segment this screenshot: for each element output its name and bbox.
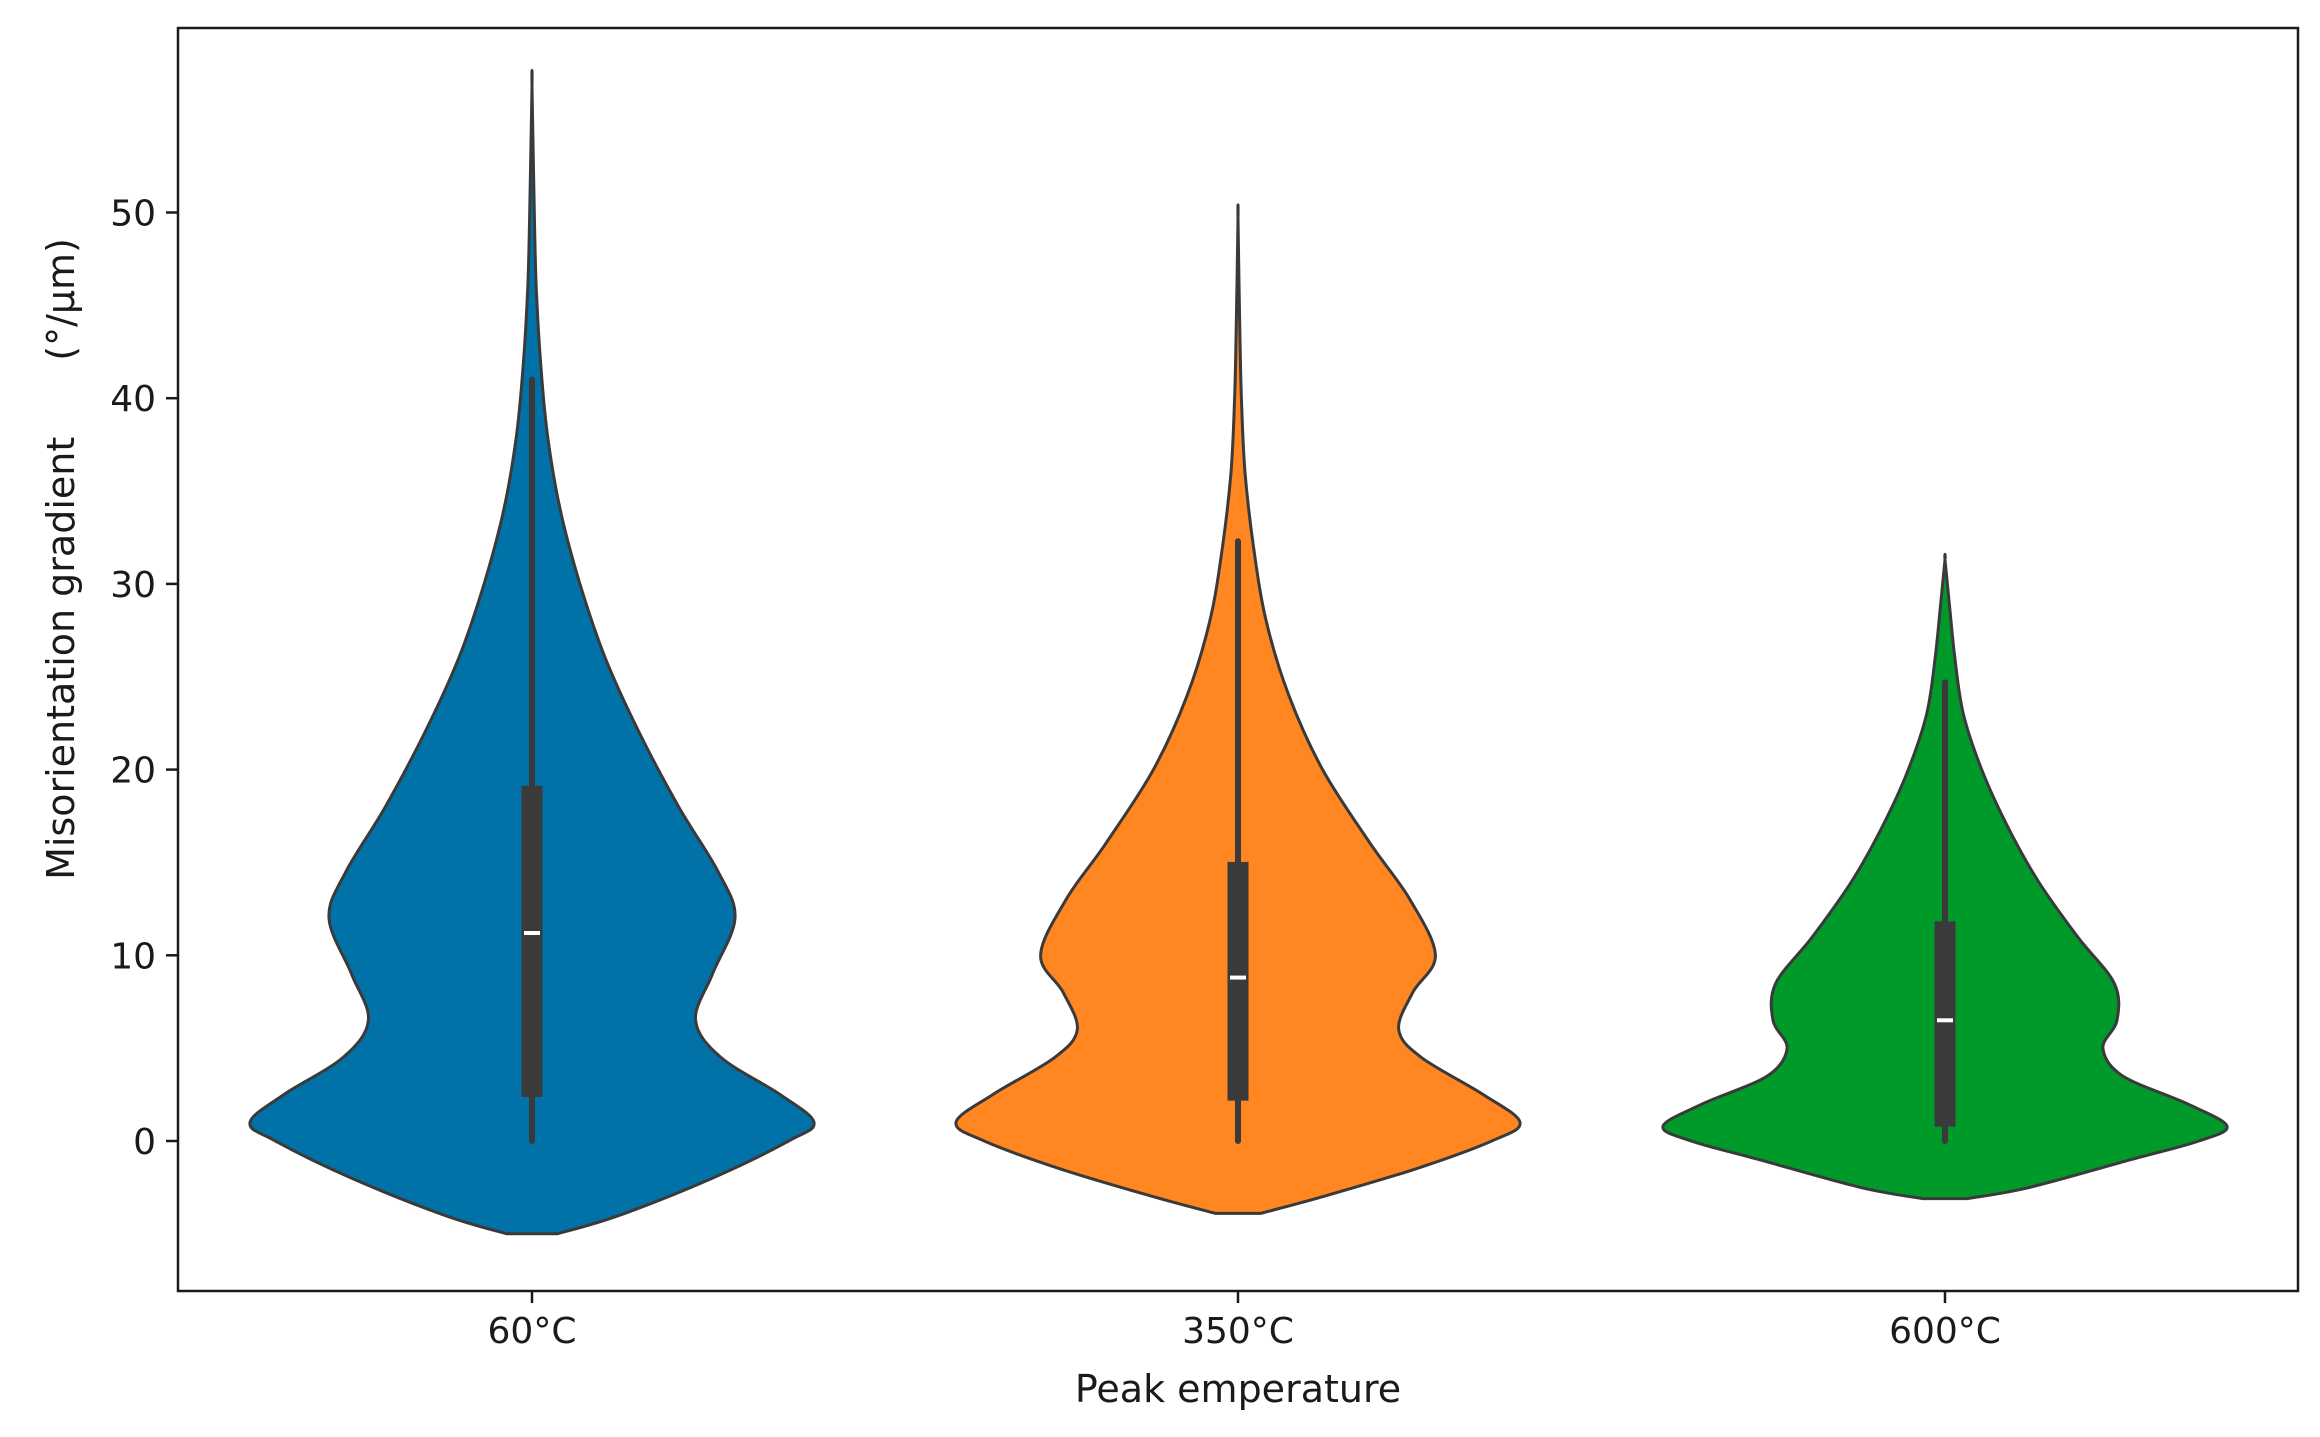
y-tick-label-20: 20 [110, 751, 156, 792]
x-tick-label-600c: 600°C [1889, 1311, 2001, 1352]
y-axis: 0 10 20 30 40 50 [110, 194, 178, 1163]
y-tick-label-30: 30 [110, 565, 156, 606]
iqr-box-350c [1227, 861, 1249, 1101]
y-tick-label-40: 40 [110, 379, 156, 420]
x-axis-label: Peak emperature [1075, 1367, 1401, 1411]
y-tick-label-50: 50 [110, 194, 156, 235]
x-tick-label-60c: 60°C [488, 1311, 577, 1352]
y-axis-label: Misorientation gradient (°/μm) [39, 238, 83, 880]
x-tick-label-350c: 350°C [1182, 1311, 1294, 1352]
iqr-box-600c [1934, 921, 1956, 1127]
iqr-box-60c [521, 785, 543, 1097]
y-tick-label-10: 10 [110, 936, 156, 977]
boxes-layer [521, 376, 1956, 1144]
x-axis: 60°C 350°C 600°C [488, 1291, 2001, 1352]
y-tick-label-0: 0 [133, 1122, 156, 1163]
